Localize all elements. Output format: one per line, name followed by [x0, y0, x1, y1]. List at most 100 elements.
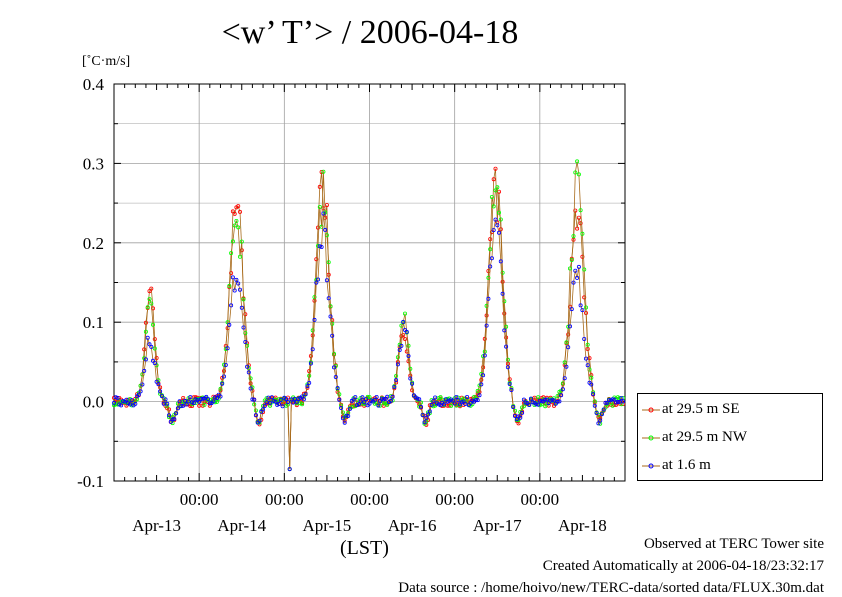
data-point	[363, 397, 368, 402]
data-point	[287, 467, 292, 472]
data-point	[376, 403, 381, 408]
plot-frame	[113, 83, 626, 482]
data-point	[463, 401, 468, 406]
data-point	[479, 382, 484, 387]
data-point	[324, 278, 329, 283]
footer-created: Created Automatically at 2006-04-18/23:3…	[542, 558, 824, 574]
data-point	[149, 344, 154, 349]
data-point	[273, 395, 278, 400]
data-point	[504, 344, 509, 349]
data-point	[166, 413, 171, 418]
data-point	[378, 399, 383, 404]
data-point	[456, 398, 461, 403]
data-point	[156, 382, 161, 387]
series-line-2	[113, 213, 624, 470]
data-point	[243, 312, 248, 317]
data-point	[232, 211, 237, 216]
data-point	[523, 400, 528, 405]
data-point	[402, 311, 407, 316]
data-point	[140, 382, 145, 387]
data-point	[218, 386, 223, 391]
data-point	[152, 337, 157, 342]
data-point	[333, 374, 338, 379]
data-point	[584, 356, 589, 361]
data-point	[321, 169, 326, 174]
data-point	[532, 395, 537, 400]
data-point	[514, 417, 519, 422]
data-point	[598, 418, 603, 423]
data-point	[495, 223, 500, 228]
data-point	[328, 314, 333, 319]
data-point	[230, 209, 235, 214]
data-point	[385, 402, 390, 407]
data-point	[500, 270, 505, 275]
data-point	[573, 268, 578, 273]
data-point	[475, 398, 480, 403]
data-point	[379, 396, 384, 401]
data-point	[301, 397, 306, 402]
legend-marker-nw	[642, 435, 660, 441]
data-point	[603, 400, 608, 405]
data-point	[358, 399, 363, 404]
data-point	[498, 259, 503, 264]
data-point	[596, 421, 601, 426]
data-point	[211, 399, 216, 404]
data-point	[562, 376, 567, 381]
data-point	[417, 397, 422, 402]
data-point	[346, 413, 351, 418]
data-point	[473, 397, 478, 402]
y-tick-label: 0.4	[83, 75, 105, 94]
data-point	[237, 209, 242, 214]
data-point	[360, 395, 365, 400]
data-point	[573, 208, 578, 213]
data-point	[237, 254, 242, 259]
data-point	[152, 346, 157, 351]
data-point	[534, 402, 539, 407]
data-point	[234, 218, 239, 223]
data-point	[488, 247, 493, 252]
data-point	[315, 225, 320, 230]
data-point	[481, 365, 486, 370]
data-point	[493, 217, 498, 222]
data-point	[461, 399, 466, 404]
data-point	[452, 401, 457, 406]
data-point	[339, 405, 344, 410]
data-point	[610, 397, 615, 402]
data-point	[186, 399, 191, 404]
data-point	[555, 393, 560, 398]
data-point	[564, 364, 569, 369]
data-point	[344, 413, 349, 418]
data-point	[143, 357, 148, 362]
data-point	[367, 395, 372, 400]
data-point	[589, 382, 594, 387]
data-point	[197, 399, 202, 404]
data-point	[429, 398, 434, 403]
data-point	[511, 404, 516, 409]
data-point	[372, 397, 377, 402]
data-point	[578, 303, 583, 308]
data-point	[331, 365, 336, 370]
data-point	[129, 398, 134, 403]
data-point	[529, 396, 534, 401]
data-point	[200, 396, 205, 401]
data-point	[273, 399, 278, 404]
data-point	[582, 336, 587, 341]
data-point	[555, 399, 560, 404]
data-point	[305, 384, 310, 389]
data-point	[496, 230, 501, 235]
data-point	[248, 386, 253, 391]
data-point	[330, 321, 335, 326]
data-point	[486, 296, 491, 301]
data-point	[236, 225, 241, 230]
data-point	[536, 402, 541, 407]
data-point	[578, 208, 583, 213]
data-point	[257, 418, 262, 423]
data-point	[390, 394, 395, 399]
data-point	[362, 400, 367, 405]
data-point	[241, 325, 246, 330]
data-point	[321, 211, 326, 216]
data-point	[498, 217, 503, 222]
data-point	[614, 400, 619, 405]
data-point	[420, 413, 425, 418]
data-point	[179, 404, 184, 409]
